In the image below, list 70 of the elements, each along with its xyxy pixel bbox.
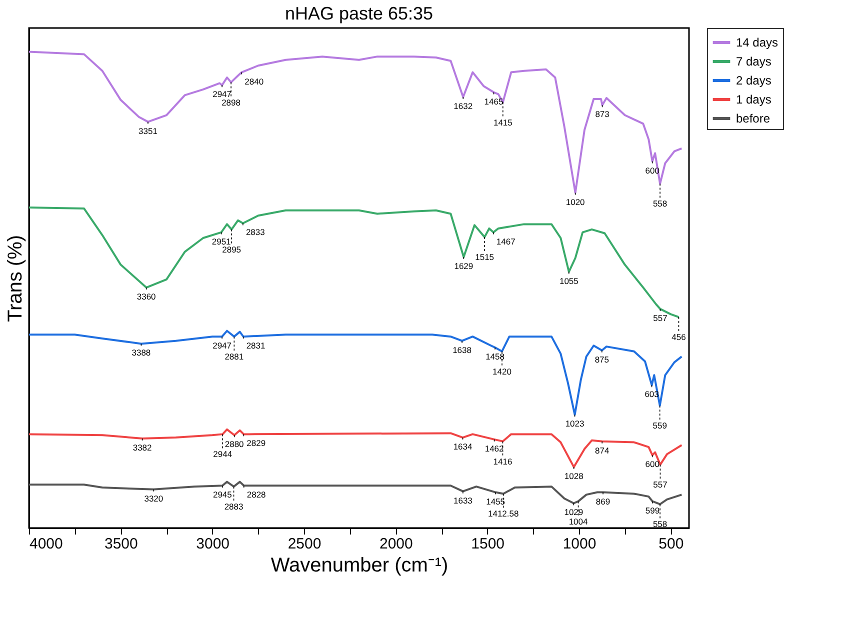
annotation: 1415 xyxy=(493,117,513,128)
chart-title: nHAG paste 65:35 xyxy=(284,4,434,24)
legend-label: 2 days xyxy=(736,74,772,88)
annotation: 3320 xyxy=(144,493,164,504)
annotation: 1420 xyxy=(492,366,512,376)
annotation: 2840 xyxy=(244,76,264,86)
annotation: 1632 xyxy=(454,101,473,112)
annotation: 2895 xyxy=(222,244,242,254)
annotation: 1633 xyxy=(453,495,473,506)
annotation: 2880 xyxy=(224,439,244,450)
annotation: 557 xyxy=(653,480,668,490)
annotation: 600 xyxy=(645,165,660,176)
x-tick-label: 1000 xyxy=(562,536,596,552)
annotation: 1023 xyxy=(565,418,585,429)
annotation: 874 xyxy=(595,445,610,456)
annotation: 1455 xyxy=(486,496,506,506)
annotation: 1465 xyxy=(484,96,504,106)
legend-label: 14 days xyxy=(736,36,778,50)
annotation: 1467 xyxy=(496,236,516,246)
annotation: 456 xyxy=(672,332,686,342)
annotation: 875 xyxy=(594,354,610,364)
annotation: 869 xyxy=(596,496,610,506)
annotation: 1412.58 xyxy=(488,508,519,519)
annotation: 2833 xyxy=(246,227,266,238)
annotation: 1004 xyxy=(568,516,588,526)
annotation: 558 xyxy=(652,198,668,209)
annotation: 2828 xyxy=(246,490,266,500)
annotation: 1416 xyxy=(493,456,512,466)
legend-label: 7 days xyxy=(736,54,772,68)
x-tick-label: 2500 xyxy=(288,536,322,552)
x-axis-title: Wavenumber (cm⁻¹) xyxy=(270,554,448,576)
x-tick-label: 500 xyxy=(658,536,684,552)
legend-label: before xyxy=(736,112,770,126)
annotation: 2947 xyxy=(212,340,232,351)
x-tick-label: 4000 xyxy=(30,536,63,552)
annotation: 1028 xyxy=(564,471,584,482)
annotation: 1634 xyxy=(453,442,472,452)
x-tick-label: 2000 xyxy=(379,536,413,552)
annotation: 1055 xyxy=(559,276,579,286)
annotation: 2831 xyxy=(246,340,266,351)
annotation: 1029 xyxy=(564,507,584,518)
annotation: 2944 xyxy=(213,449,232,460)
annotation: 558 xyxy=(652,519,668,530)
annotation: 600 xyxy=(645,459,660,470)
x-tick-label: 3000 xyxy=(196,536,230,552)
annotation: 1458 xyxy=(486,352,505,362)
annotation: 2898 xyxy=(222,97,241,108)
annotation: 1020 xyxy=(566,196,586,207)
legend-label: 1 days xyxy=(736,92,772,106)
annotation: 1515 xyxy=(475,252,494,262)
annotation: 1638 xyxy=(452,344,472,355)
annotation: 2945 xyxy=(212,490,232,500)
annotation: 2947 xyxy=(212,89,232,100)
annotation: 559 xyxy=(652,420,668,431)
annotation: 3388 xyxy=(132,348,151,358)
annotation: 3360 xyxy=(136,292,156,302)
annotation: 2881 xyxy=(224,352,244,362)
annotation: 2883 xyxy=(224,502,244,512)
annotation: 1629 xyxy=(454,261,474,272)
annotation: 599 xyxy=(645,505,660,516)
x-tick-label: 3500 xyxy=(104,536,138,552)
annotation: 3382 xyxy=(132,442,152,452)
annotation: 3351 xyxy=(138,126,158,136)
annotation: 873 xyxy=(595,109,610,120)
annotation: 2951 xyxy=(212,236,232,246)
y-axis-title: Trans (%) xyxy=(4,234,26,322)
x-tick-label: 1500 xyxy=(471,536,505,552)
annotation: 2829 xyxy=(246,438,266,448)
annotation: 557 xyxy=(653,312,668,323)
annotation: 1462 xyxy=(484,443,504,454)
